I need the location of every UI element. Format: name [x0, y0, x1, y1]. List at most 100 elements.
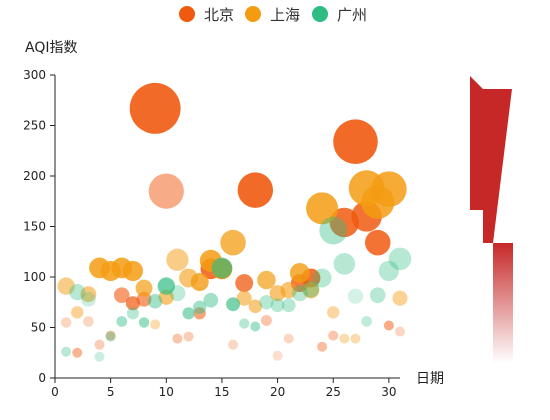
data-point-guangzhou[interactable] — [80, 291, 96, 307]
data-point-beijing[interactable] — [383, 320, 394, 331]
data-point-beijing[interactable] — [364, 229, 391, 256]
data-point-beijing[interactable] — [94, 339, 105, 350]
data-point-beijing[interactable] — [228, 339, 239, 350]
data-point-shanghai[interactable] — [257, 270, 276, 290]
data-point-shanghai[interactable] — [280, 281, 297, 299]
x-tick-label: 15 — [214, 385, 229, 399]
data-point-beijing[interactable] — [261, 315, 272, 326]
data-point-shanghai[interactable] — [150, 319, 161, 330]
data-point-guangzhou[interactable] — [61, 346, 72, 357]
data-point-guangzhou[interactable] — [388, 247, 412, 271]
legend-item-guangzhou[interactable]: 广州 — [312, 6, 367, 24]
y-tick-label: 200 — [23, 169, 46, 183]
data-point-guangzhou[interactable] — [250, 321, 261, 332]
x-axis-title: 日期 — [416, 371, 444, 387]
data-point-guangzhou[interactable] — [239, 318, 250, 329]
data-point-guangzhou[interactable] — [69, 284, 86, 301]
data-point-beijing[interactable] — [328, 330, 339, 341]
x-tick-label: 20 — [270, 385, 285, 399]
visual-map-upper-left-edge — [470, 89, 483, 210]
data-point-beijing[interactable] — [105, 330, 116, 341]
data-point-guangzhou[interactable] — [259, 295, 274, 310]
data-point-beijing[interactable] — [183, 331, 194, 342]
visual-map-handle-mid[interactable] — [483, 232, 493, 243]
data-point-guangzhou[interactable] — [361, 316, 372, 327]
legend-item-shanghai[interactable]: 上海 — [245, 6, 300, 24]
legend-label-shanghai: 上海 — [270, 6, 300, 24]
data-point-beijing[interactable] — [129, 82, 181, 134]
data-point-shanghai[interactable] — [236, 290, 252, 306]
y-tick-label: 300 — [23, 68, 46, 82]
data-point-shanghai[interactable] — [306, 192, 339, 225]
data-point-shanghai[interactable] — [302, 281, 320, 299]
data-point-guangzhou[interactable] — [369, 287, 386, 303]
data-point-shanghai[interactable] — [166, 248, 189, 271]
legend-label-beijing: 北京 — [204, 6, 234, 24]
data-point-guangzhou[interactable] — [347, 288, 364, 304]
data-point-guangzhou[interactable] — [126, 307, 139, 320]
data-point-guangzhou[interactable] — [116, 316, 128, 327]
data-point-guangzhou[interactable] — [302, 280, 320, 298]
data-point-shanghai[interactable] — [371, 171, 407, 207]
data-point-beijing[interactable] — [60, 317, 72, 328]
data-point-beijing[interactable] — [283, 333, 294, 344]
data-point-beijing[interactable] — [125, 296, 140, 311]
data-point-guangzhou[interactable] — [333, 253, 356, 275]
data-point-beijing[interactable] — [395, 326, 405, 337]
data-points — [57, 82, 412, 362]
data-point-shanghai[interactable] — [289, 263, 310, 283]
data-point-beijing[interactable] — [272, 350, 283, 361]
data-point-shanghai[interactable] — [57, 277, 75, 295]
legend: 北京 上海 广州 — [179, 6, 367, 24]
data-point-guangzhou[interactable] — [270, 298, 285, 313]
data-point-guangzhou[interactable] — [319, 216, 348, 245]
visual-map-handle-top[interactable] — [470, 76, 483, 89]
data-point-beijing[interactable] — [237, 172, 274, 208]
data-point-guangzhou[interactable] — [203, 292, 219, 308]
data-point-shanghai[interactable] — [190, 273, 209, 292]
data-point-shanghai[interactable] — [220, 229, 246, 256]
data-point-shanghai[interactable] — [350, 333, 361, 344]
axes: 0 50 100 150 200 250 300 0 5 10 15 20 25 30 — [23, 68, 400, 399]
data-point-guangzhou[interactable] — [226, 297, 241, 312]
data-point-guangzhou[interactable] — [312, 268, 332, 288]
data-point-shanghai[interactable] — [339, 333, 350, 344]
y-tick-label: 100 — [23, 270, 46, 284]
legend-item-beijing[interactable]: 北京 — [179, 6, 234, 24]
data-point-guangzhou[interactable] — [182, 307, 195, 320]
data-point-shanghai[interactable] — [327, 306, 340, 319]
visual-map-upper-bar — [483, 89, 512, 243]
visual-map-gradient-bar — [493, 243, 513, 363]
data-point-shanghai[interactable] — [135, 279, 153, 297]
data-point-beijing[interactable] — [113, 287, 130, 303]
data-point-guangzhou[interactable] — [169, 285, 186, 302]
data-point-shanghai[interactable] — [248, 299, 263, 314]
visual-map[interactable] — [470, 76, 513, 363]
data-point-guangzhou[interactable] — [157, 277, 175, 295]
data-point-guangzhou[interactable] — [105, 331, 116, 342]
data-point-beijing[interactable] — [333, 119, 378, 164]
data-point-beijing[interactable] — [172, 333, 183, 344]
data-point-beijing[interactable] — [317, 341, 328, 352]
data-point-guangzhou[interactable] — [147, 294, 163, 309]
data-point-shanghai[interactable] — [71, 306, 84, 319]
data-point-beijing[interactable] — [148, 173, 184, 209]
x-tick-label: 10 — [159, 385, 174, 399]
data-point-guangzhou[interactable] — [291, 285, 308, 302]
y-tick-label: 150 — [23, 220, 46, 234]
data-point-guangzhou[interactable] — [211, 257, 233, 279]
data-point-beijing[interactable] — [72, 347, 83, 358]
data-point-shanghai[interactable] — [80, 286, 97, 303]
data-point-guangzhou[interactable] — [193, 300, 207, 314]
data-point-beijing[interactable] — [235, 274, 254, 293]
data-point-guangzhou[interactable] — [378, 260, 399, 282]
data-point-beijing[interactable] — [193, 307, 206, 320]
data-point-shanghai[interactable] — [122, 260, 143, 282]
data-point-guangzhou[interactable] — [94, 351, 105, 362]
data-point-guangzhou[interactable] — [281, 298, 296, 313]
data-point-beijing[interactable] — [83, 316, 94, 327]
data-point-shanghai[interactable] — [392, 290, 408, 306]
data-point-guangzhou[interactable] — [138, 317, 150, 328]
y-tick-label: 250 — [23, 119, 46, 133]
